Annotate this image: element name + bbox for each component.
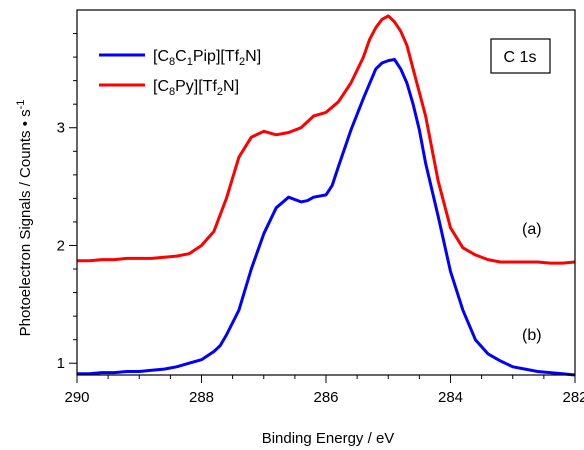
c1s-box-frame <box>490 38 551 74</box>
x-tick-label: 288 <box>189 389 214 406</box>
x-tick-label: 282 <box>562 389 584 406</box>
series-line-0 <box>77 58 576 377</box>
series-line-1 <box>77 14 576 265</box>
y-axis-label: Photoelectron Signals / Counts • s-1 <box>15 100 34 337</box>
x-tick-label: 286 <box>313 389 338 406</box>
series-layer <box>77 14 576 377</box>
y-axis-label-superscript: -1 <box>15 100 27 110</box>
y-tick-label: 3 <box>57 120 65 137</box>
y-axis-label-main: Photoelectron Signals / Counts • s <box>17 109 34 336</box>
annotation-a: (a) <box>522 221 542 238</box>
legend: [C8C1Pip][Tf2N] [C8Py][Tf2N] <box>99 48 261 98</box>
legend-label-red: [C8Py][Tf2N] <box>153 78 239 98</box>
c1s-label: C 1s <box>504 49 537 66</box>
c1s-label-box: C 1s <box>490 38 551 74</box>
axes-layer: 290 288 286 284 282 1 2 3 <box>57 9 584 406</box>
y-tick-label: 2 <box>57 237 65 254</box>
legend-label-blue: [C8C1Pip][Tf2N] <box>153 48 261 68</box>
x-axis-label: Binding Energy / eV <box>262 430 395 447</box>
y-tick-label: 1 <box>57 355 65 372</box>
x-tick-label: 290 <box>64 389 89 406</box>
x-tick-label: 284 <box>438 389 463 406</box>
annotation-b: (b) <box>522 327 542 344</box>
